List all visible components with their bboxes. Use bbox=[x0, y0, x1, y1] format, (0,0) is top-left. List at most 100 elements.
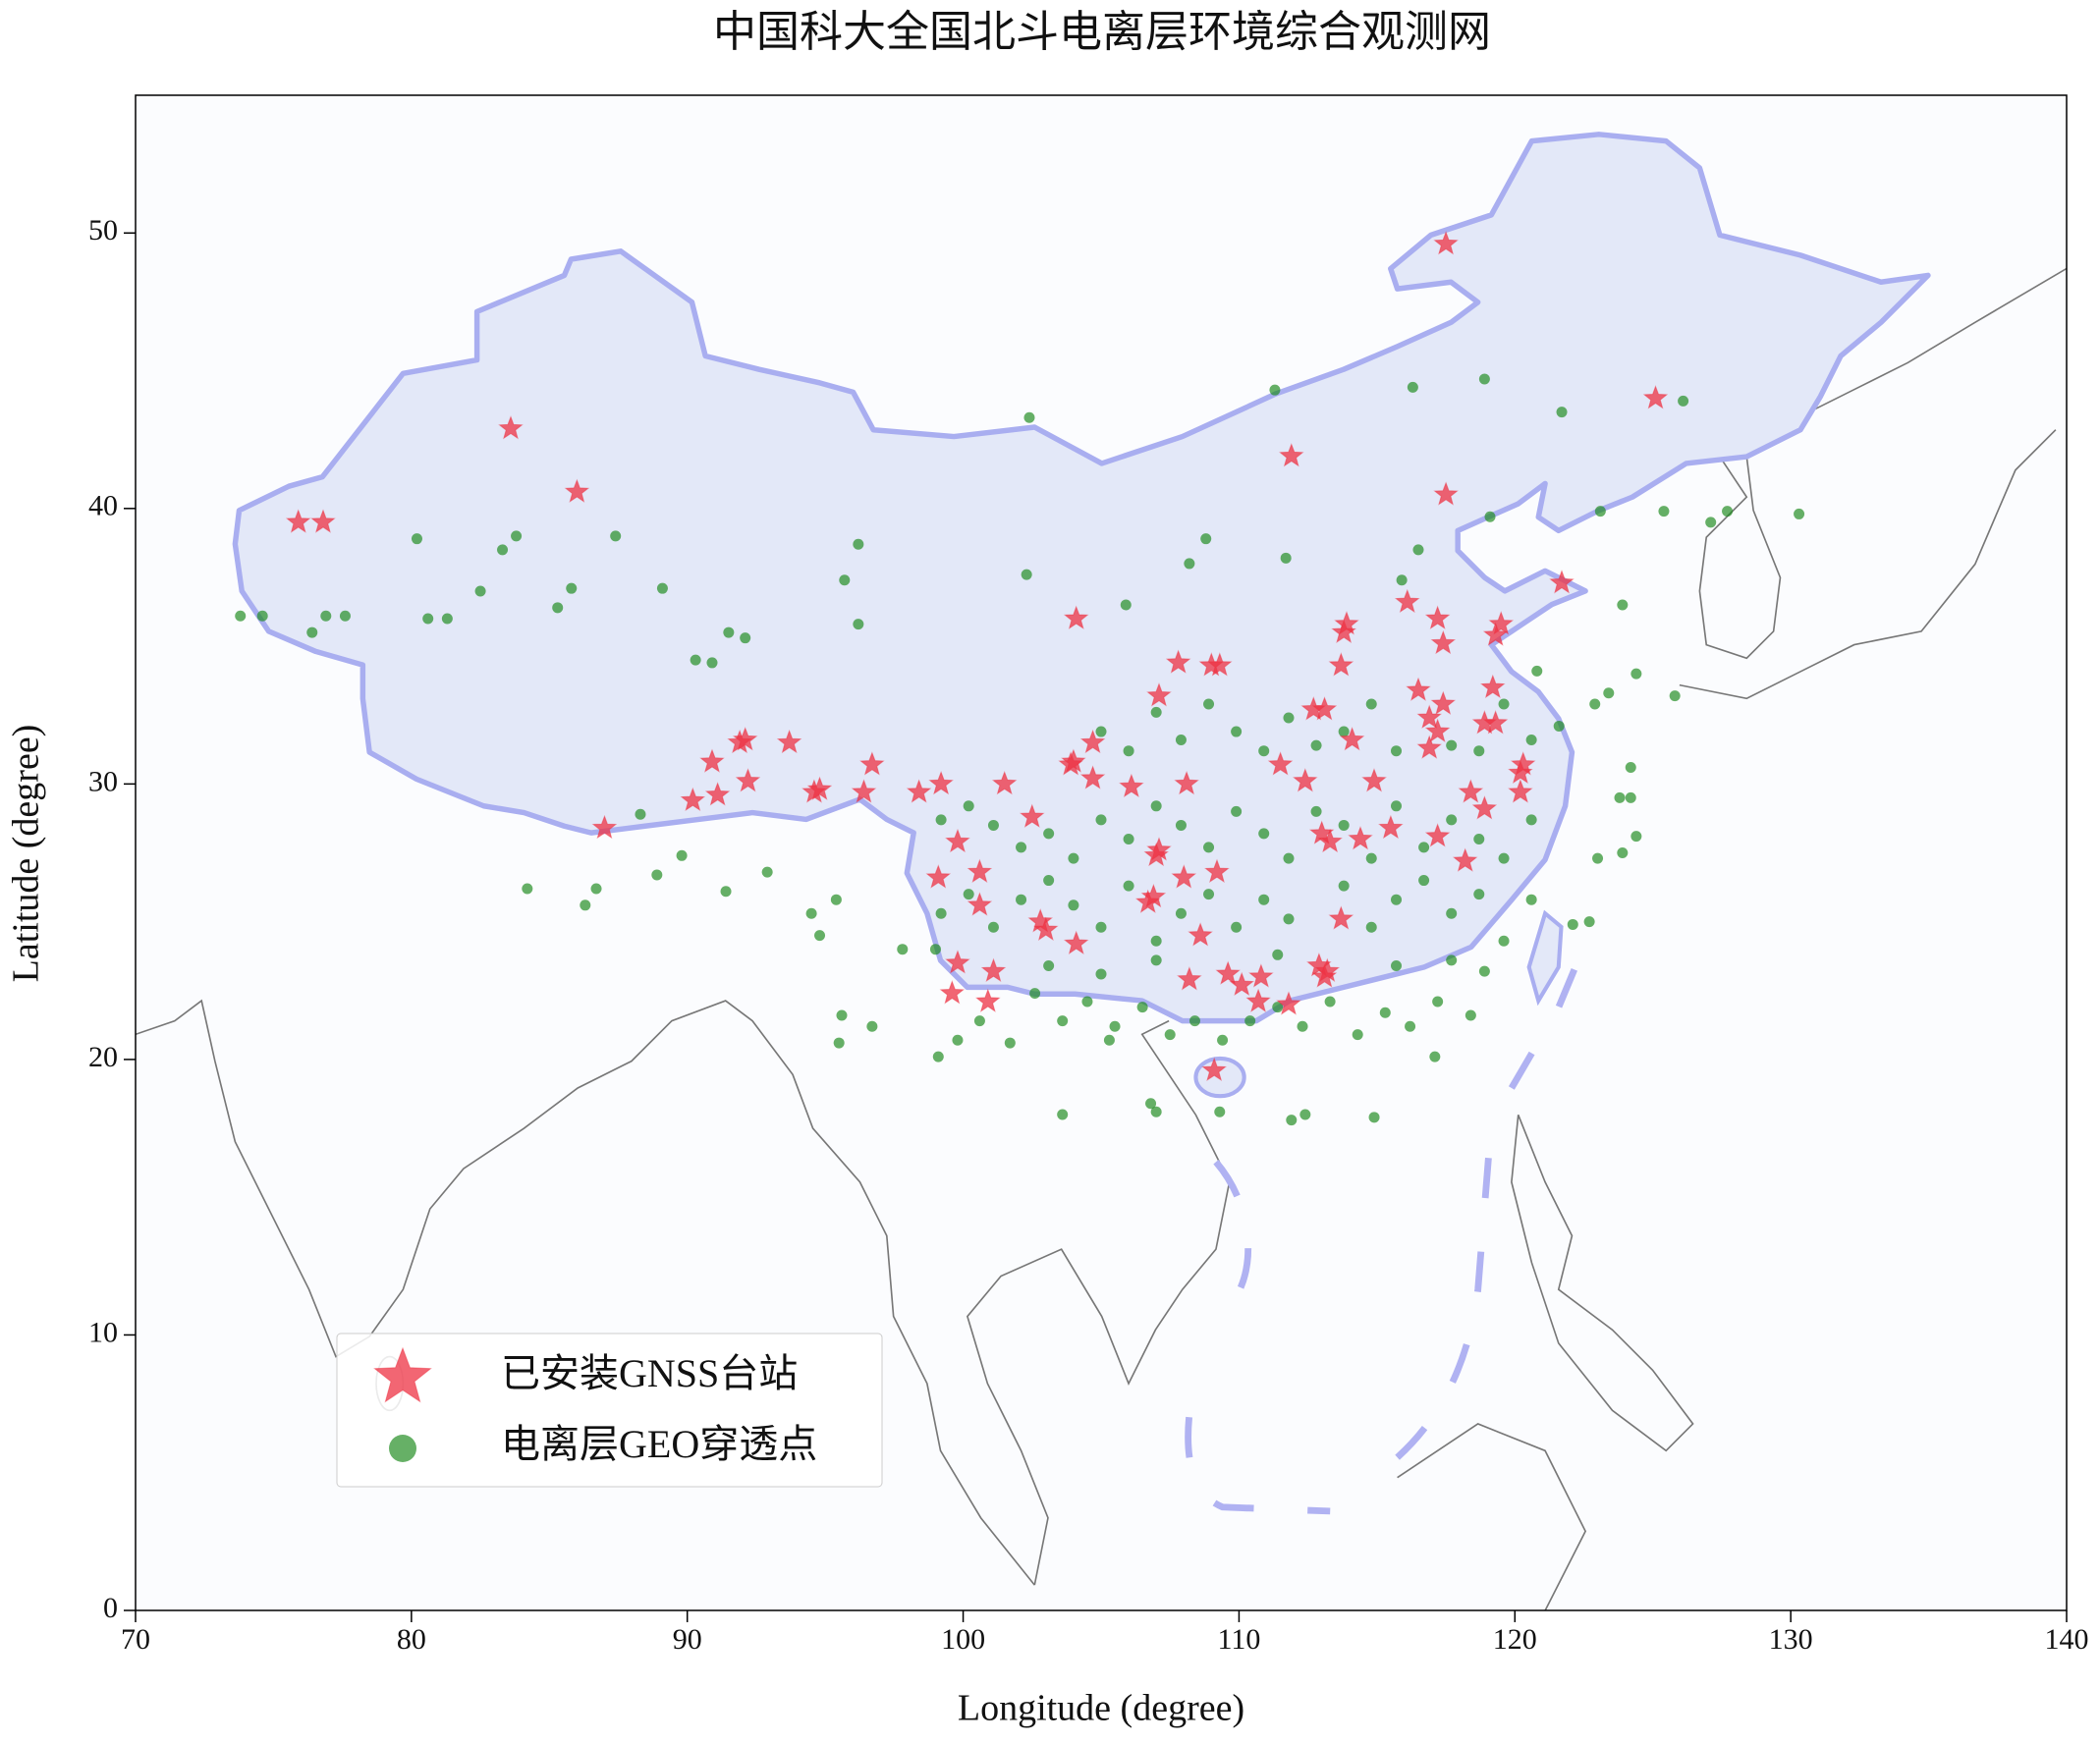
star-marker bbox=[1424, 605, 1451, 629]
point-marker bbox=[1231, 805, 1243, 817]
point-marker bbox=[1391, 745, 1403, 757]
point-marker bbox=[935, 907, 947, 919]
point-marker bbox=[1200, 533, 1212, 545]
star-marker bbox=[1482, 710, 1509, 735]
point-marker bbox=[1407, 381, 1418, 393]
point-marker bbox=[1705, 517, 1717, 528]
point-marker bbox=[1123, 880, 1134, 892]
point-marker bbox=[1095, 726, 1107, 737]
point-marker bbox=[256, 610, 268, 622]
point-marker bbox=[1446, 814, 1458, 826]
point-marker bbox=[1095, 814, 1107, 826]
star-marker bbox=[1480, 674, 1506, 699]
x-tick-label: 130 bbox=[1769, 1623, 1813, 1656]
star-marker bbox=[1458, 779, 1484, 803]
star-marker bbox=[1276, 991, 1301, 1015]
point-marker bbox=[1365, 852, 1377, 864]
star-marker bbox=[1311, 696, 1338, 721]
point-marker bbox=[1175, 734, 1187, 745]
point-marker bbox=[422, 613, 434, 625]
point-marker bbox=[706, 657, 718, 669]
point-marker bbox=[1617, 599, 1629, 611]
point-marker bbox=[1498, 698, 1510, 710]
point-marker bbox=[676, 849, 688, 861]
star-marker bbox=[1508, 759, 1533, 785]
star-marker bbox=[1424, 718, 1451, 742]
point-marker bbox=[1338, 880, 1350, 892]
point-marker bbox=[1016, 842, 1027, 853]
star-marker bbox=[806, 776, 833, 800]
point-marker bbox=[839, 574, 851, 586]
point-marker bbox=[1630, 831, 1642, 843]
star-marker bbox=[699, 748, 725, 773]
point-marker bbox=[1310, 739, 1322, 751]
point-marker bbox=[1299, 1109, 1311, 1120]
star-marker bbox=[1433, 481, 1459, 506]
point-marker bbox=[1324, 996, 1336, 1008]
star-marker bbox=[1348, 826, 1373, 850]
point-marker bbox=[1297, 1020, 1308, 1032]
point-marker bbox=[1478, 965, 1490, 977]
point-marker bbox=[1188, 1015, 1200, 1027]
point-marker bbox=[1286, 1115, 1298, 1126]
star-marker bbox=[967, 892, 993, 916]
point-marker bbox=[1368, 1112, 1380, 1123]
point-marker bbox=[1068, 852, 1079, 864]
legend-label: 电离层GEO穿透点 bbox=[501, 1422, 817, 1466]
star-marker bbox=[1229, 971, 1254, 997]
star-marker bbox=[1433, 231, 1459, 255]
star-marker bbox=[1215, 960, 1241, 985]
point-marker bbox=[720, 886, 732, 898]
point-marker bbox=[1231, 726, 1243, 737]
point-marker bbox=[1283, 913, 1295, 925]
star-marker bbox=[851, 779, 877, 803]
point-marker bbox=[1614, 791, 1626, 803]
point-marker bbox=[1464, 1009, 1476, 1021]
point-marker bbox=[1123, 833, 1134, 844]
point-marker bbox=[866, 1020, 878, 1032]
point-marker bbox=[1120, 599, 1132, 611]
star-marker bbox=[1482, 622, 1509, 646]
point-marker bbox=[1365, 921, 1377, 933]
point-marker bbox=[897, 944, 909, 955]
star-marker bbox=[1394, 588, 1420, 614]
star-marker bbox=[1430, 629, 1457, 655]
point-marker bbox=[552, 602, 564, 614]
point-marker bbox=[1258, 828, 1270, 840]
point-marker bbox=[474, 585, 486, 597]
point-marker bbox=[1175, 819, 1187, 831]
point-marker bbox=[1525, 814, 1537, 826]
point-marker bbox=[740, 632, 751, 644]
point-marker bbox=[235, 610, 247, 622]
point-marker bbox=[1473, 833, 1485, 844]
point-marker bbox=[566, 582, 578, 594]
point-marker bbox=[1446, 954, 1458, 966]
star-marker bbox=[1143, 842, 1169, 867]
star-marker bbox=[591, 814, 618, 840]
x-tick-label: 70 bbox=[121, 1623, 150, 1656]
point-marker bbox=[1103, 1034, 1115, 1046]
star-marker bbox=[1146, 682, 1172, 707]
point-marker bbox=[1258, 745, 1270, 757]
point-marker bbox=[1095, 968, 1107, 980]
chart-title: 中国科大全国北斗电离层环境综合观测网 bbox=[713, 8, 1491, 56]
point-marker bbox=[1043, 960, 1055, 972]
y-axis-label: Latitude (degree) bbox=[6, 725, 47, 983]
point-marker bbox=[1678, 395, 1689, 407]
point-marker bbox=[853, 538, 864, 550]
point-marker bbox=[833, 1037, 845, 1049]
point-marker bbox=[1068, 899, 1079, 911]
point-marker bbox=[1057, 1015, 1069, 1027]
star-marker bbox=[991, 770, 1018, 795]
point-marker bbox=[1589, 698, 1601, 710]
point-marker bbox=[1258, 894, 1270, 905]
point-marker bbox=[1150, 706, 1162, 718]
point-marker bbox=[1396, 574, 1408, 586]
point-marker bbox=[932, 1051, 944, 1062]
point-marker bbox=[1164, 1029, 1176, 1041]
point-marker bbox=[590, 883, 602, 895]
star-marker bbox=[1079, 765, 1106, 790]
point-marker bbox=[1095, 921, 1107, 933]
point-marker bbox=[1217, 1034, 1229, 1046]
